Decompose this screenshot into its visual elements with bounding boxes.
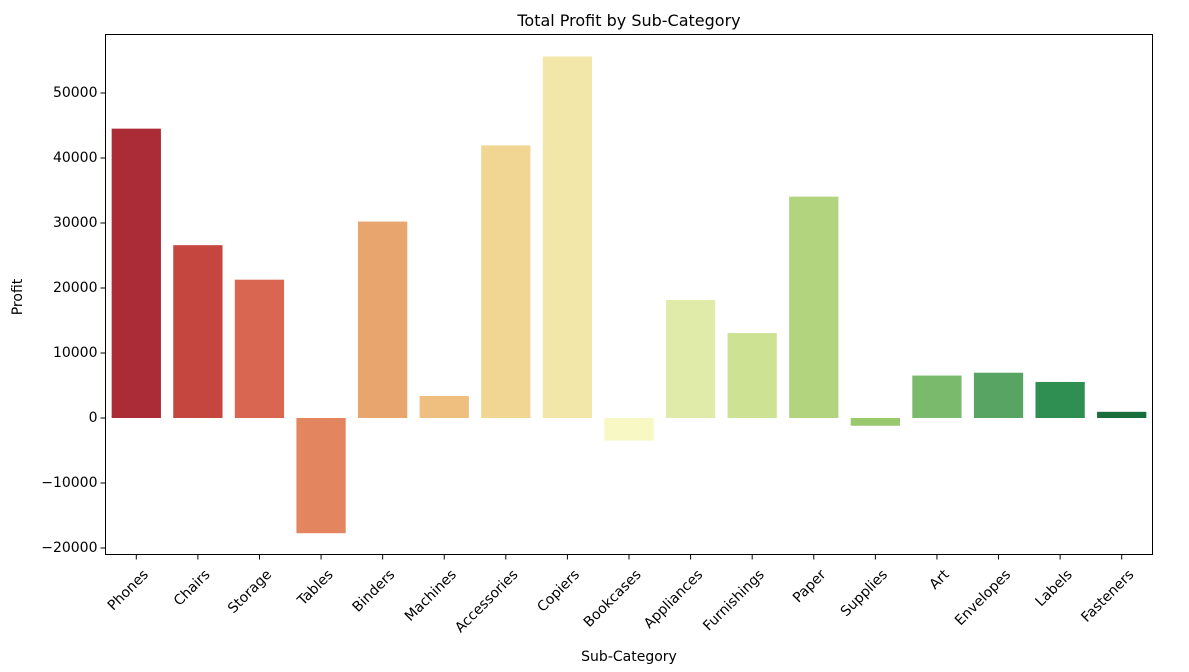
bar-phones bbox=[111, 128, 161, 418]
bar-appliances bbox=[665, 300, 716, 418]
x-tick-label: Paper bbox=[790, 567, 830, 607]
x-tick-label: Bookcases bbox=[581, 567, 645, 631]
y-axis: −20000 −10000 0 10000 20000 30000 40000 50000 bbox=[41, 85, 106, 556]
bar-bookcases bbox=[604, 418, 654, 441]
y-tick-label: 10000 bbox=[53, 345, 98, 361]
x-tick-label: Binders bbox=[350, 567, 399, 616]
x-tick-label: Tables bbox=[294, 567, 337, 610]
bars-group bbox=[111, 56, 1147, 534]
y-tick-label: 30000 bbox=[53, 215, 98, 231]
x-axis-label: Sub-Category bbox=[581, 649, 677, 665]
plot-frame bbox=[105, 34, 1153, 555]
x-tick-label: Labels bbox=[1033, 567, 1076, 610]
y-tick-label: −10000 bbox=[41, 475, 97, 491]
bar-furnishings bbox=[727, 333, 777, 418]
x-tick-label: Furnishings bbox=[700, 567, 768, 635]
x-tick-label: Chairs bbox=[171, 567, 214, 610]
bar-binders bbox=[358, 221, 408, 418]
x-tick-label: Envelopes bbox=[952, 567, 1014, 629]
bar-chairs bbox=[173, 245, 223, 418]
bar-tables bbox=[296, 418, 346, 534]
bar-supplies bbox=[850, 418, 900, 426]
x-axis: Phones Chairs Storage Tables Binders Machines… bbox=[105, 554, 1137, 636]
y-tick-label: 20000 bbox=[53, 280, 98, 296]
x-tick-label: Art bbox=[927, 566, 953, 592]
x-tick-label: Machines bbox=[402, 567, 460, 625]
bar-envelopes bbox=[973, 372, 1024, 418]
bar-labels bbox=[1035, 381, 1085, 418]
x-tick-label: Accessories bbox=[452, 567, 521, 636]
y-tick-label: 40000 bbox=[53, 150, 98, 166]
x-tick-label: Fasteners bbox=[1078, 567, 1137, 626]
bar-fasteners bbox=[1097, 411, 1147, 418]
y-axis-label: Profit bbox=[10, 278, 26, 315]
bar-paper bbox=[789, 196, 839, 418]
y-tick-label: −20000 bbox=[41, 540, 97, 556]
bar-machines bbox=[419, 396, 469, 418]
x-tick-label: Storage bbox=[225, 567, 275, 617]
bar-storage bbox=[234, 279, 285, 418]
bar-copiers bbox=[542, 56, 593, 418]
bar-art bbox=[912, 375, 962, 418]
x-tick-label: Supplies bbox=[838, 567, 891, 620]
x-tick-label: Copiers bbox=[534, 567, 583, 616]
y-tick-label: 50000 bbox=[53, 85, 98, 101]
y-tick-label: 0 bbox=[89, 410, 98, 426]
chart-title: Total Profit by Sub-Category bbox=[516, 11, 740, 30]
x-tick-label: Appliances bbox=[641, 567, 706, 632]
x-tick-label: Phones bbox=[105, 567, 152, 614]
bar-accessories bbox=[481, 145, 531, 418]
